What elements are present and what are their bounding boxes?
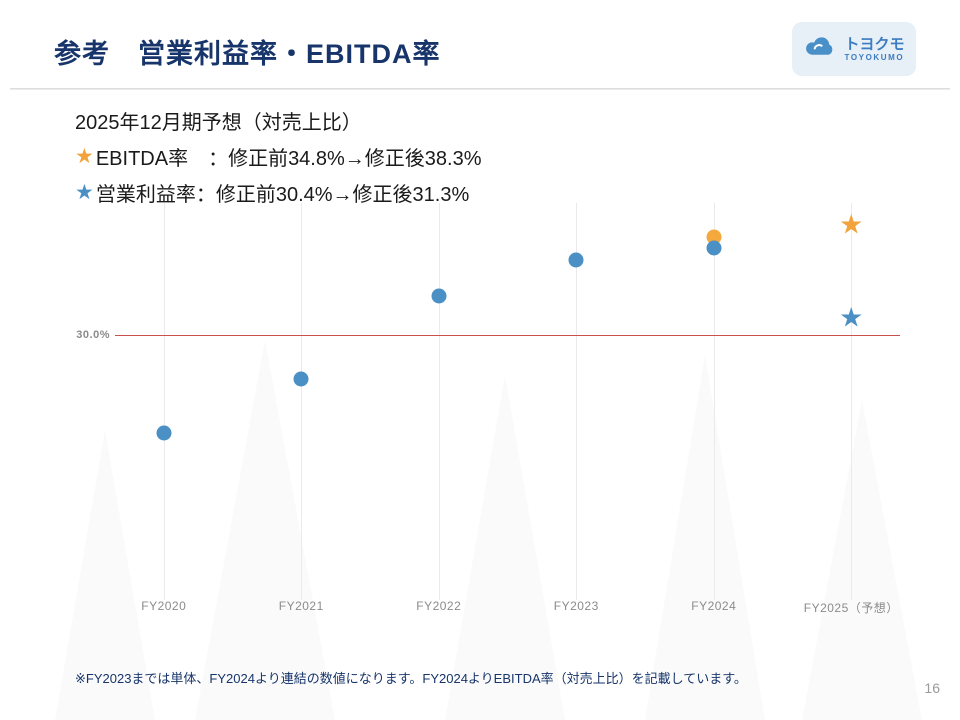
vertical-gridline (301, 203, 303, 600)
logo-name: トヨクモ (844, 35, 905, 53)
vertical-gridline (576, 203, 578, 600)
circle-marker (706, 240, 722, 256)
vertical-gridline (713, 203, 715, 600)
circle-marker (431, 288, 447, 304)
star-icon-orange: ★ (75, 144, 94, 168)
x-axis-label: FY2020 (141, 599, 187, 613)
page-title: 参考 営業利益率・EBITDA率 (54, 39, 441, 69)
x-axis-label: FY2022 (416, 599, 462, 613)
vertical-gridline (163, 203, 165, 600)
ebitda-forecast-text: EBITDA率 ：修正前34.8%→修正後38.3% (95, 147, 482, 170)
circle-marker (568, 252, 584, 268)
header-divider (10, 88, 950, 90)
reference-line (115, 335, 900, 337)
x-axis-label: FY2023 (553, 599, 599, 613)
operating-forecast-text: 営業利益率：修正前30.4%→修正後31.3% (95, 183, 470, 206)
x-axis-label: FY2025（予想） (803, 601, 899, 615)
star-marker: ★ (839, 209, 864, 240)
circle-marker (156, 425, 172, 441)
vertical-gridline (438, 203, 440, 600)
x-axis-label: FY2021 (278, 599, 324, 613)
vertical-gridline (851, 203, 853, 600)
forecast-heading: 2025年12月期予想（対売上比） (75, 111, 362, 134)
ebitda-forecast-line: ★ EBITDA率 ：修正前34.8%→修正後38.3% (75, 138, 481, 174)
page-number: 16 (924, 680, 940, 696)
footnote: ※FY2023までは単体、FY2024より連結の数値になります。FY2024より… (75, 671, 747, 686)
circle-marker (293, 371, 309, 387)
toyokumo-logo: トヨクモ TOYOKUMO (792, 22, 916, 76)
logo-subtext: TOYOKUMO (844, 53, 905, 63)
x-axis-label: FY2024 (691, 599, 737, 613)
cloud-icon (803, 35, 837, 64)
operating-forecast-line: ★ 営業利益率：修正前30.4%→修正後31.3% (75, 174, 481, 210)
reference-line-label: 30.0% (76, 329, 110, 342)
forecast-annotation: 2025年12月期予想（対売上比） ★ EBITDA率 ：修正前34.8%→修正… (75, 102, 481, 210)
logo-text: トヨクモ TOYOKUMO (844, 36, 904, 62)
star-marker: ★ (839, 302, 864, 333)
star-icon-blue: ★ (75, 180, 94, 204)
